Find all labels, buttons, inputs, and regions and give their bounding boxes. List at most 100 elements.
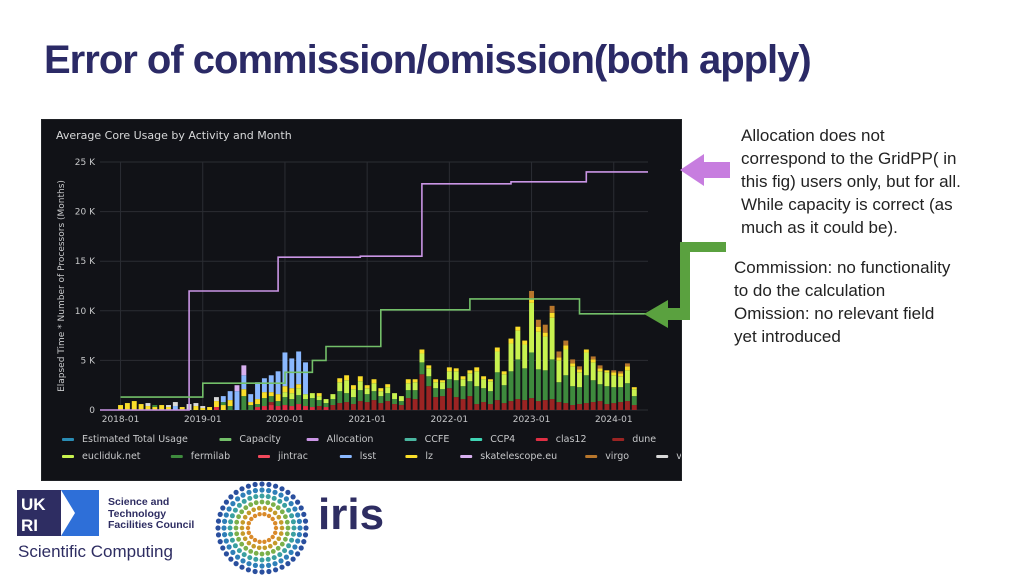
bar-segment [467, 370, 473, 374]
commission-note-line: to do the calculation [734, 281, 886, 300]
bar-segment [316, 406, 322, 410]
bar-segment [577, 404, 582, 410]
iris-dot [268, 507, 273, 513]
iris-dot [282, 502, 288, 508]
bar-segment [618, 402, 624, 410]
legend-swatch [405, 455, 418, 458]
legend-label: lsst [360, 451, 377, 462]
council-line: Technology [108, 507, 167, 520]
allocation-note: Allocation does not correspond to the Gr… [741, 124, 961, 239]
bar-segment [309, 398, 315, 408]
capacity-line [120, 298, 648, 398]
iris-dot [265, 500, 271, 506]
iris-dot [257, 539, 262, 544]
bar-segment [487, 404, 493, 410]
iris-dot [286, 543, 292, 549]
iris-dot [249, 516, 254, 522]
bar-segment [392, 393, 398, 400]
x-tick-label: 2018-01 [102, 415, 140, 425]
x-tick-label: 2021-01 [348, 415, 386, 425]
bar-segment [446, 379, 452, 389]
iris-dot [298, 505, 304, 511]
iris-dot [277, 552, 283, 558]
bar-segment [597, 365, 603, 369]
bar-segment [152, 407, 158, 410]
department-name: Scientific Computing [18, 542, 173, 561]
bar-segment [570, 405, 576, 410]
iris-dot [279, 525, 285, 531]
iris-dot [248, 502, 254, 507]
legend-swatch [306, 438, 319, 441]
y-tick-label: 25 K [75, 158, 96, 168]
iris-dot [266, 481, 272, 488]
bar-segment [330, 405, 336, 410]
bar-segment [296, 351, 302, 385]
iris-dot [234, 531, 240, 537]
bar-segment [261, 398, 267, 407]
iris-dot [266, 488, 272, 494]
bar-segment [474, 404, 480, 410]
bar-segment [426, 368, 432, 377]
bar-segment [487, 391, 493, 405]
bar-segment [220, 396, 226, 403]
slide-title: Error of commission/omission(both apply) [44, 38, 812, 82]
bar-segment [542, 332, 548, 337]
bar-segment [309, 407, 315, 410]
iris-dot [252, 537, 258, 543]
bar-segment [433, 397, 439, 410]
bar-segment [508, 343, 514, 372]
iris-dot [292, 506, 298, 512]
bar-segment [474, 367, 480, 372]
bar-segment [529, 398, 535, 410]
bar-segment [624, 366, 630, 371]
bar-segment [282, 397, 288, 406]
bar-segment [624, 363, 630, 367]
bar-segment [371, 400, 377, 410]
bar-segment [570, 366, 576, 387]
y-axis-label: Elapsed Time * Number of Processors (Mon… [57, 180, 67, 392]
bar-segment [549, 399, 555, 410]
bar-segment [419, 362, 425, 375]
legend-label: CCP4 [490, 434, 515, 445]
bar-segment [535, 331, 541, 370]
iris-dot [285, 489, 291, 495]
bar-segment [330, 394, 336, 400]
bar-segment [159, 405, 165, 410]
iris-dot [240, 492, 246, 498]
iris-dot [222, 518, 228, 524]
iris-dot [229, 513, 235, 519]
iris-dot [223, 499, 229, 505]
bar-segment [220, 402, 226, 406]
iris-dot [290, 531, 296, 537]
bar-segment [364, 385, 370, 389]
bar-segment [241, 389, 247, 397]
iris-dot [268, 543, 273, 549]
iris-dot [278, 558, 284, 564]
bar-segment [172, 402, 178, 407]
legend-swatch [258, 455, 270, 458]
iris-dot [259, 557, 265, 563]
iris-dot [301, 539, 307, 545]
bar-segment [405, 379, 411, 384]
bar-segment [289, 358, 295, 389]
bar-segment [446, 367, 452, 372]
bar-segment [611, 403, 617, 410]
iris-dot [247, 555, 253, 561]
bar-segment [563, 349, 569, 376]
iris-dot [228, 556, 234, 562]
iris-dot [272, 510, 278, 516]
bar-segment [357, 376, 363, 382]
iris-dot [241, 498, 247, 504]
allocation-arrow-icon [680, 154, 730, 186]
bar-segment [618, 387, 624, 403]
bar-segment [344, 393, 350, 403]
bar-segment [261, 392, 267, 399]
legend-swatch [62, 455, 74, 458]
iris-dot [223, 512, 229, 518]
legend-swatch [470, 438, 483, 441]
bar-segment [412, 390, 418, 400]
iris-dot [288, 501, 294, 507]
iris-dot [230, 549, 236, 555]
bar-segment [213, 401, 219, 408]
bar-segment [296, 388, 302, 396]
